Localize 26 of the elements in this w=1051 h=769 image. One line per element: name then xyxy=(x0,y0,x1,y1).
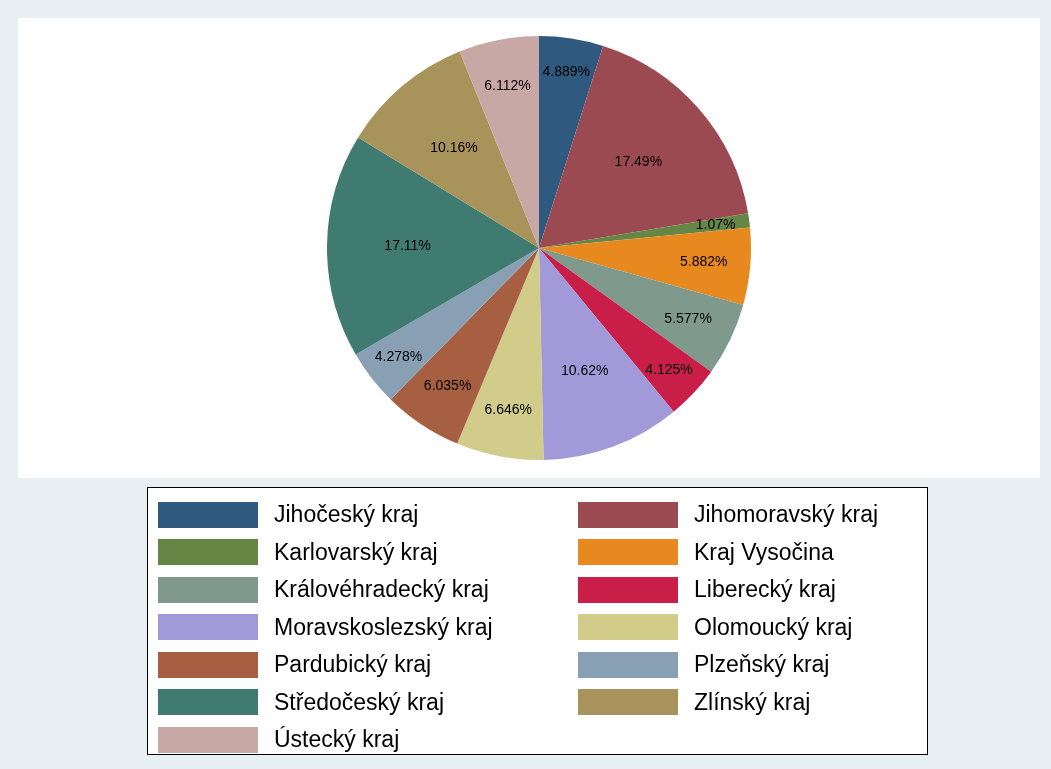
data-label: 6.035% xyxy=(423,376,472,393)
legend-label: Plzeňský kraj xyxy=(694,651,830,679)
legend-label: Kraj Vysočina xyxy=(694,538,834,566)
data-label: 6.112% xyxy=(484,76,531,93)
data-label: 10.16% xyxy=(430,138,478,155)
data-label: 17.11% xyxy=(384,237,431,254)
data-label: 4.125% xyxy=(645,360,693,377)
data-label: 17.49% xyxy=(614,152,663,169)
data-label: 5.882% xyxy=(679,253,728,270)
data-label: 10.62% xyxy=(560,362,609,379)
legend-label: Moravskoslezský kraj xyxy=(274,613,493,641)
legend-label: Středočeský kraj xyxy=(274,688,445,716)
legend-label: Jihočeský kraj xyxy=(274,501,419,529)
legend-label: Karlovarský kraj xyxy=(274,538,438,566)
data-label: 5.577% xyxy=(664,310,712,327)
legend-label: Ústecký kraj xyxy=(274,726,400,754)
legend-label: Olomoucký kraj xyxy=(694,613,853,641)
data-label: 6.646% xyxy=(484,401,532,418)
legend-label: Liberecký kraj xyxy=(694,576,836,604)
data-label: 1.07% xyxy=(695,215,736,232)
data-label: 4.278% xyxy=(374,348,423,365)
data-label: 4.889% xyxy=(542,62,590,79)
legend-label: Královéhradecký kraj xyxy=(274,576,489,604)
legend-label: Zlínský kraj xyxy=(694,688,811,716)
legend-label: Pardubický kraj xyxy=(274,651,432,679)
legend-label: Jihomoravský kraj xyxy=(694,501,879,529)
